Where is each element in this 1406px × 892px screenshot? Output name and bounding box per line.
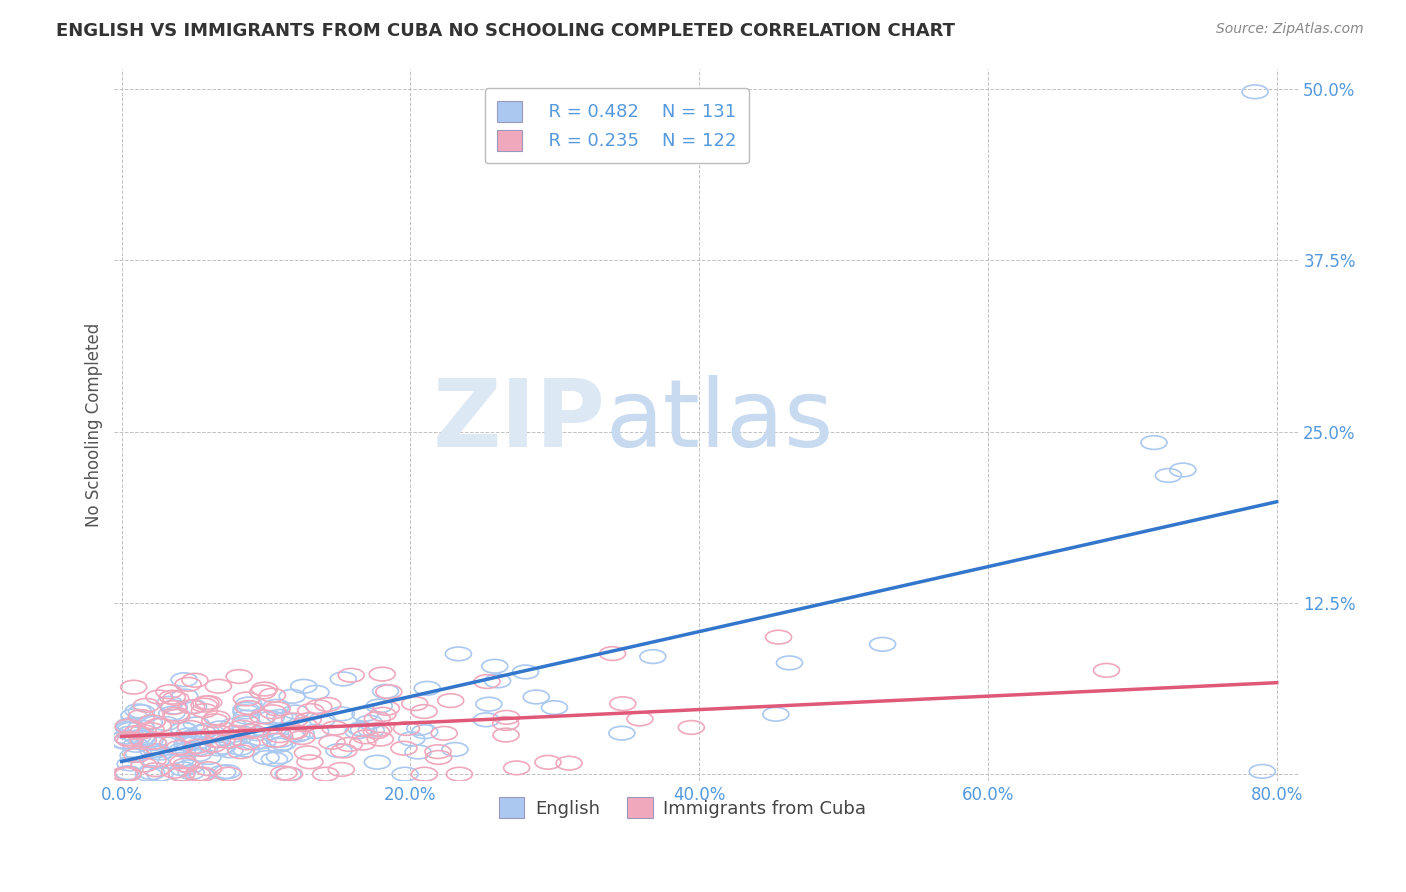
Legend: English, Immigrants from Cuba: English, Immigrants from Cuba [492, 790, 873, 825]
Text: ENGLISH VS IMMIGRANTS FROM CUBA NO SCHOOLING COMPLETED CORRELATION CHART: ENGLISH VS IMMIGRANTS FROM CUBA NO SCHOO… [56, 22, 955, 40]
Text: Source: ZipAtlas.com: Source: ZipAtlas.com [1216, 22, 1364, 37]
Y-axis label: No Schooling Completed: No Schooling Completed [86, 323, 103, 527]
Text: ZIP: ZIP [433, 376, 606, 467]
Text: atlas: atlas [606, 376, 834, 467]
